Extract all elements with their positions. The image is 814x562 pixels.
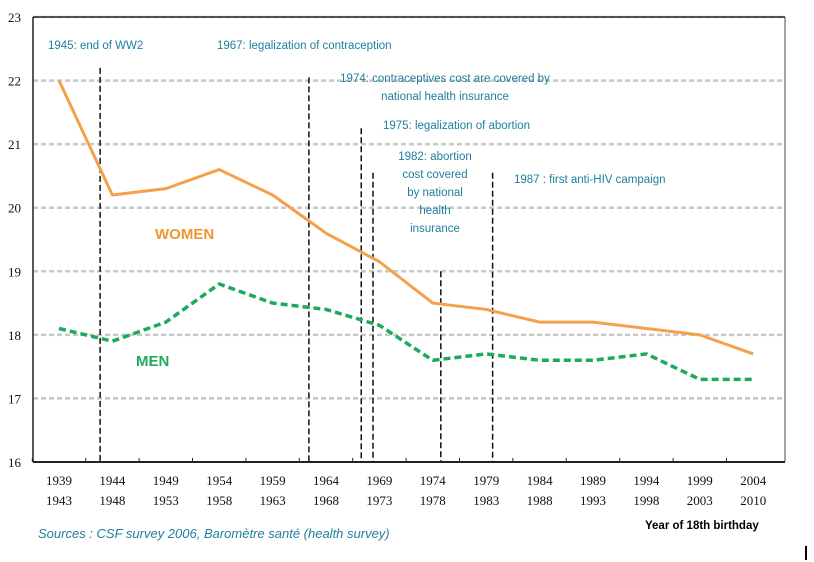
x-tick-label: 1983 [473, 493, 499, 508]
x-axis-label: Year of 18th birthday [645, 520, 759, 532]
x-tick-label: 1984 [527, 473, 554, 488]
x-tick-label: 1953 [153, 493, 179, 508]
men-series-label: MEN [136, 353, 170, 370]
x-tick-label: 1998 [633, 493, 659, 508]
x-tick-label: 1968 [313, 493, 339, 508]
x-tick-label: 1964 [313, 473, 340, 488]
x-tick-label: 1963 [260, 493, 286, 508]
x-tick-label: 1999 [687, 473, 713, 488]
x-tick-label: 2004 [740, 473, 767, 488]
annotation-anti-hiv: 1987 : first anti-HIV campaign [514, 174, 666, 186]
x-tick-label: 1944 [99, 473, 126, 488]
y-tick-label: 16 [8, 455, 22, 470]
annotation-ww2: 1945: end of WW2 [48, 40, 144, 52]
x-tick-label: 2010 [740, 493, 766, 508]
series-line-men [58, 282, 754, 382]
x-tick-label: 1979 [473, 473, 499, 488]
y-tick-label: 21 [8, 137, 21, 152]
y-tick-label: 18 [8, 328, 21, 343]
y-tick-label: 17 [8, 391, 22, 406]
x-tick-label: 1994 [633, 473, 660, 488]
x-tick-label: 1973 [366, 493, 392, 508]
x-tick-label: 1988 [527, 493, 553, 508]
x-tick-label: 1989 [580, 473, 606, 488]
series-line-women [57, 79, 754, 356]
x-tick-label: 1959 [260, 473, 286, 488]
x-tick-label: 1978 [420, 493, 446, 508]
annotation-contraceptive-cost: 1974: contraceptives cost are covered by… [340, 73, 550, 103]
annotation-abortion-cost: 1982: abortion cost covered by national … [398, 151, 472, 235]
y-tick-label: 23 [8, 10, 21, 25]
x-tick-label: 1969 [366, 473, 392, 488]
x-tick-label: 1958 [206, 493, 232, 508]
x-tick-label: 1949 [153, 473, 179, 488]
x-tick-label: 1974 [420, 473, 447, 488]
x-tick-label: 2003 [687, 493, 713, 508]
x-tick-label: 1948 [99, 493, 125, 508]
y-tick-label: 20 [8, 201, 21, 216]
x-tick-label: 1943 [46, 493, 72, 508]
y-tick-label: 22 [8, 74, 21, 89]
women-series-label: WOMEN [155, 226, 215, 243]
annotation-abortion: 1975: legalization of abortion [383, 120, 531, 132]
x-tick-label: 1939 [46, 473, 72, 488]
annotation-contraception: 1967: legalization of contraception [217, 40, 392, 52]
y-tick-label: 19 [8, 264, 21, 279]
x-tick-label: 1993 [580, 493, 606, 508]
source-note: Sources : CSF survey 2006, Baromètre san… [38, 526, 390, 541]
x-tick-label: 1954 [206, 473, 233, 488]
text-cursor [805, 546, 807, 560]
